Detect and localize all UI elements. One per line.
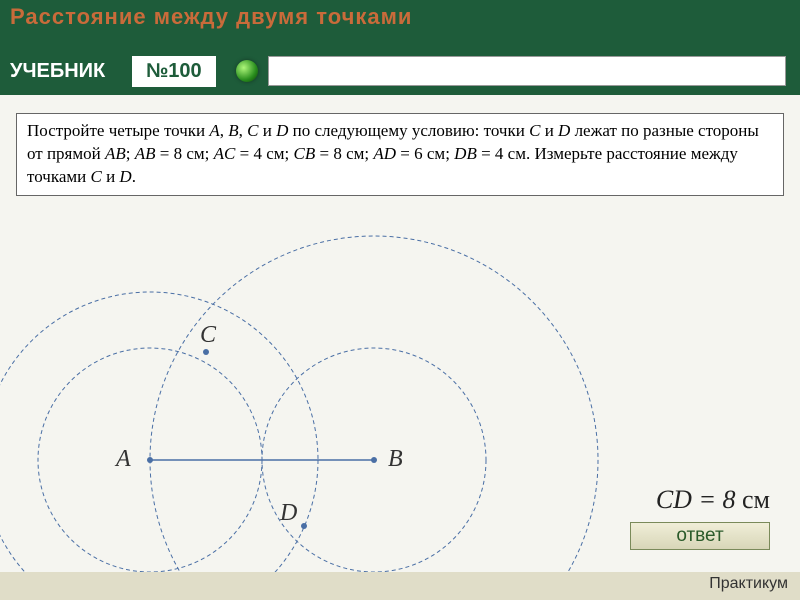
- header-toolbar: УЧЕБНИК №100: [0, 47, 800, 95]
- point-label-C: C: [200, 322, 216, 349]
- point-label-B: B: [388, 446, 403, 473]
- answer-button[interactable]: ответ: [630, 522, 770, 550]
- point-label-A: A: [116, 446, 131, 473]
- problem-number: №100: [130, 54, 218, 89]
- page-title: Расстояние между двумя точками: [10, 4, 790, 30]
- status-orb-icon: [236, 60, 258, 82]
- point-label-D: D: [280, 500, 297, 527]
- result-text: CD = 8 см: [656, 485, 770, 515]
- textbook-label: УЧЕБНИК: [10, 61, 120, 81]
- footer-label: Практикум: [0, 572, 800, 600]
- problem-statement: Постройте четыре точки A, B, C и D по сл…: [16, 113, 784, 196]
- answer-input[interactable]: [268, 56, 786, 86]
